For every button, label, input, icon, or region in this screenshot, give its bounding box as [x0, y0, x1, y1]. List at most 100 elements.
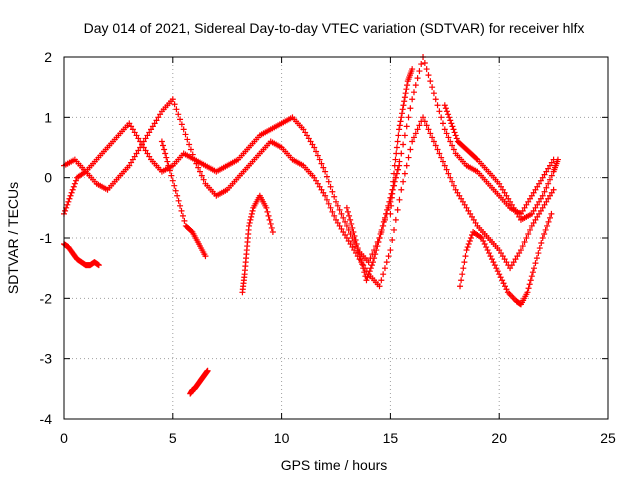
y-tick-label: -3	[40, 351, 53, 367]
data-point-marker	[178, 121, 185, 128]
data-point-marker	[517, 247, 524, 254]
data-point-marker	[514, 210, 521, 217]
data-point-marker	[484, 247, 491, 254]
y-tick-label: -4	[40, 411, 53, 427]
data-point-marker	[421, 60, 428, 67]
data-point-marker	[391, 226, 398, 233]
data-point-marker	[171, 182, 178, 189]
data-point-marker	[352, 237, 359, 244]
data-point-marker	[177, 202, 184, 209]
x-tick-label: 5	[169, 430, 177, 446]
data-point-marker	[519, 207, 526, 214]
data-point-marker	[409, 96, 416, 103]
data-point-marker	[401, 170, 408, 177]
data-point-marker	[385, 202, 392, 209]
data-point-marker	[548, 172, 555, 179]
data-point-marker	[392, 156, 399, 163]
data-point-marker	[543, 168, 550, 175]
data-point-marker	[395, 132, 402, 139]
data-point-marker	[174, 192, 181, 199]
data-point-marker	[161, 146, 168, 153]
data-point-marker	[525, 285, 532, 292]
data-point-marker	[354, 245, 361, 252]
data-point-marker	[303, 132, 310, 139]
data-point-marker	[396, 126, 403, 133]
data-point-marker	[373, 247, 380, 254]
data-point-marker	[396, 162, 403, 169]
data-point-marker	[133, 132, 140, 139]
data-point-marker	[523, 201, 530, 208]
data-point-marker	[432, 96, 439, 103]
data-point-marker	[385, 253, 392, 260]
data-point-marker	[541, 201, 548, 208]
data-point-marker	[459, 271, 466, 278]
data-point-marker	[461, 201, 468, 208]
data-point-marker	[537, 195, 544, 202]
y-tick-label: 0	[44, 170, 52, 186]
data-point-marker	[358, 257, 365, 264]
data-point-marker	[401, 94, 408, 101]
data-point-marker	[473, 155, 480, 162]
data-point-marker	[387, 247, 394, 254]
data-point-marker	[67, 192, 74, 199]
data-point-marker	[543, 184, 550, 191]
data-point-marker	[343, 235, 350, 241]
data-point-marker	[412, 130, 419, 137]
x-axis-label: GPS time / hours	[281, 457, 388, 473]
data-point-marker	[146, 129, 153, 136]
data-point-marker	[396, 122, 403, 129]
series-track-e	[158, 138, 209, 260]
data-point-marker	[450, 182, 457, 189]
data-point-marker	[539, 174, 546, 181]
data-point-marker	[133, 150, 140, 157]
y-axis-label: SDTVAR / TECUs	[5, 182, 21, 294]
data-point-marker	[488, 256, 495, 263]
data-point-marker	[361, 269, 368, 276]
data-point-marker	[165, 162, 172, 169]
data-point-marker	[545, 195, 552, 202]
data-point-marker	[155, 114, 162, 121]
data-point-marker	[248, 213, 255, 220]
data-point-marker	[336, 206, 343, 213]
data-point-marker	[329, 188, 336, 195]
data-point-marker	[135, 147, 142, 154]
data-point-marker	[249, 207, 256, 214]
data-point-marker	[178, 207, 185, 214]
data-point-marker	[521, 204, 528, 211]
data-point-marker	[323, 173, 330, 180]
data-point-marker	[323, 196, 330, 203]
data-point-marker	[325, 178, 332, 185]
data-point-marker	[172, 187, 179, 194]
data-point-marker	[536, 180, 543, 187]
data-point-marker	[166, 167, 173, 174]
data-point-marker	[386, 198, 393, 205]
data-point-marker	[404, 82, 411, 89]
data-point-marker	[439, 120, 446, 127]
data-point-marker	[381, 265, 388, 272]
data-point-marker	[352, 250, 359, 257]
data-point-marker	[460, 265, 467, 272]
data-point-marker	[175, 111, 182, 118]
data-point-marker	[502, 283, 509, 290]
data-point-marker	[128, 159, 135, 166]
data-point-marker	[322, 192, 329, 199]
data-point-marker	[309, 141, 316, 148]
data-point-marker	[347, 241, 354, 248]
data-point-marker	[425, 72, 432, 79]
data-point-marker	[508, 262, 515, 269]
series-track-b	[61, 96, 557, 290]
data-point-marker	[427, 130, 434, 137]
data-point-marker	[334, 202, 341, 209]
data-point-marker	[537, 177, 544, 184]
data-point-marker	[383, 259, 390, 266]
data-point-marker	[364, 274, 371, 281]
data-point-marker	[347, 216, 354, 223]
data-point-marker	[510, 204, 517, 211]
data-point-marker	[186, 141, 193, 148]
data-point-marker	[458, 195, 465, 202]
data-point-marker	[365, 271, 372, 278]
data-point-marker	[160, 142, 167, 149]
data-point-marker	[384, 206, 391, 213]
data-point-marker	[526, 281, 533, 288]
data-point-marker	[532, 216, 539, 223]
